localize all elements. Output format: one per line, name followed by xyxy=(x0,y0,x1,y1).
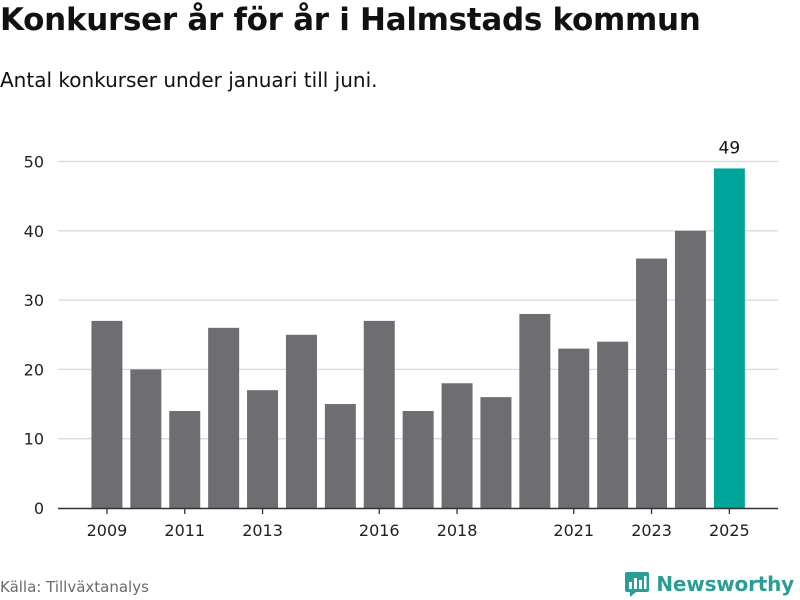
bar-2010 xyxy=(130,369,162,508)
bar-2023 xyxy=(636,258,668,508)
bar-2016 xyxy=(363,320,395,508)
bar-2019 xyxy=(480,397,512,508)
bar-2011 xyxy=(169,410,201,508)
bar-2009 xyxy=(91,320,123,508)
y-tick-label-0: 0 xyxy=(34,499,44,518)
grid-lines xyxy=(58,160,778,440)
x-tick-label-2021: 2021 xyxy=(553,521,594,540)
bar-2014 xyxy=(285,334,317,508)
data-label-2025: 49 xyxy=(719,138,741,158)
chart-subtitle: Antal konkurser under januari till juni. xyxy=(0,68,378,92)
chart-title: Konkurser år för år i Halmstads kommun xyxy=(0,2,701,38)
x-tick-label-2009: 2009 xyxy=(87,521,128,540)
y-axis-ticks: 0 10 20 30 40 50 xyxy=(24,153,44,519)
bar-2017 xyxy=(402,410,434,508)
bar-2024 xyxy=(674,230,706,509)
y-tick-label-40: 40 xyxy=(24,222,44,241)
brand-name: Newsworthy xyxy=(656,572,794,596)
data-labels: 49 xyxy=(719,138,741,158)
y-tick-label-30: 30 xyxy=(24,291,44,310)
x-axis: 2009 2011 2013 2016 2018 2021 2023 2025 xyxy=(58,507,778,540)
y-tick-label-50: 50 xyxy=(24,153,44,172)
x-tick-label-2018: 2018 xyxy=(437,521,478,540)
x-tick-label-2013: 2013 xyxy=(242,521,283,540)
bar-2012 xyxy=(208,327,240,508)
source-note: Källa: Tillväxtanalys xyxy=(0,578,149,596)
bar-2020 xyxy=(519,313,551,508)
y-tick-label-10: 10 xyxy=(24,430,44,449)
bars xyxy=(91,168,745,509)
bar-2013 xyxy=(247,390,279,508)
brand-logo: Newsworthy xyxy=(624,570,794,598)
x-tick-label-2023: 2023 xyxy=(631,521,672,540)
bar-2015 xyxy=(324,404,356,508)
x-tick-label-2016: 2016 xyxy=(359,521,400,540)
bar-2021 xyxy=(558,348,590,508)
bar-chart-bubble-icon xyxy=(625,572,650,597)
bar-2022 xyxy=(597,341,629,508)
y-tick-label-20: 20 xyxy=(24,360,44,379)
bar-2018 xyxy=(441,383,473,508)
bar-2025 xyxy=(713,168,745,508)
x-tick-label-2011: 2011 xyxy=(164,521,205,540)
x-tick-label-2025: 2025 xyxy=(709,521,750,540)
